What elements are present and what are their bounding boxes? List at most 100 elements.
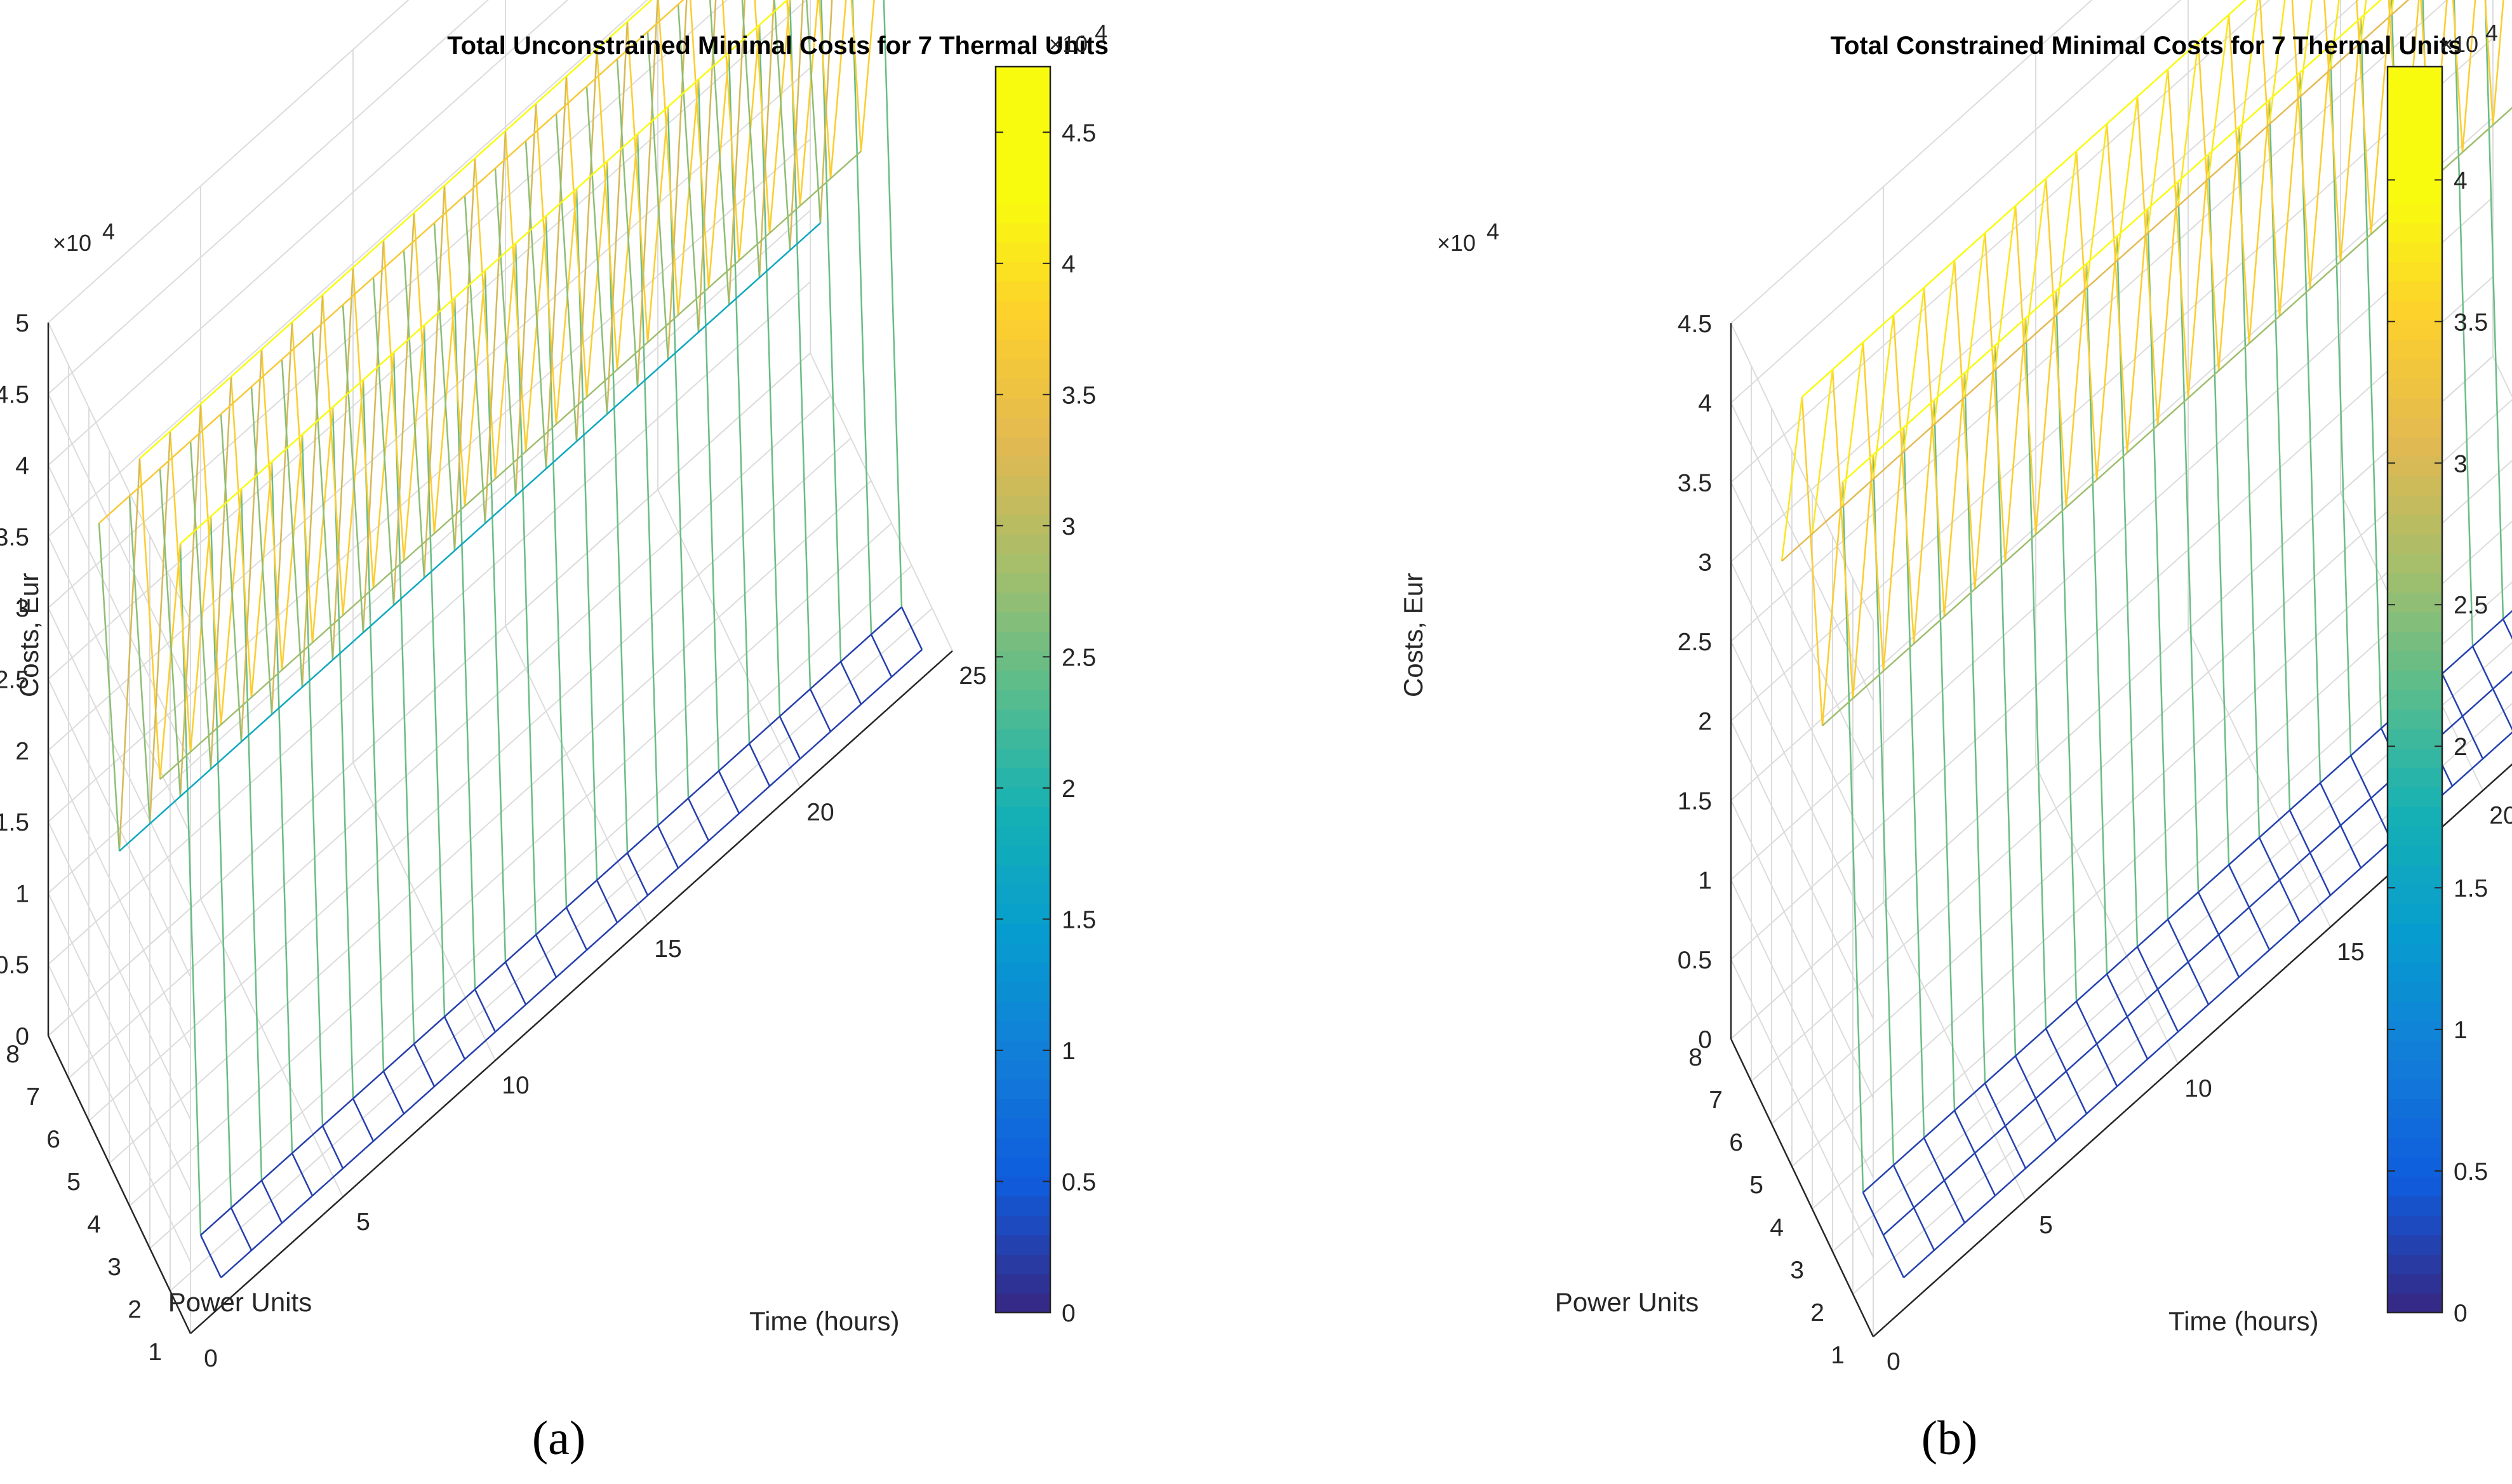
colorbar-segment	[2388, 1118, 2442, 1139]
colorbar-segment	[996, 728, 1050, 749]
surface-line	[687, 798, 710, 841]
colorbar-segment	[2388, 573, 2442, 593]
colorbar-segment	[996, 884, 1050, 905]
surface-line	[818, 0, 832, 179]
colorbar-segment	[2388, 864, 2442, 885]
colorbar-segment	[2388, 747, 2442, 768]
colorbar-segment	[2388, 728, 2442, 749]
colorbar-segment	[996, 533, 1050, 554]
colorbar-segment	[2388, 1254, 2442, 1274]
colorbar-segment	[996, 573, 1050, 593]
colorbar-segment	[2388, 826, 2442, 846]
surface-line	[240, 489, 263, 1181]
surface-line	[403, 250, 425, 578]
surface-line	[2492, 0, 2504, 125]
surface-line	[1892, 314, 1915, 644]
surface-line	[149, 431, 171, 824]
surface-line	[352, 267, 375, 589]
colorbar-tick-label: 3	[2454, 450, 2468, 478]
surface-line	[596, 879, 618, 923]
surface-line	[281, 434, 304, 671]
surface-line	[342, 304, 364, 633]
z-tick-label: 4.5	[1678, 311, 1712, 338]
surface-line	[382, 240, 405, 561]
colorbar-segment	[996, 319, 1050, 340]
z-tick-label: 0	[1698, 1026, 1712, 1053]
surface-line	[2268, 0, 2286, 124]
colorbar-segment	[2388, 592, 2442, 613]
surface-line	[1953, 1110, 1976, 1154]
colorbar-segment	[2388, 1137, 2442, 1158]
x-tick-label: 10	[502, 1072, 529, 1099]
y-tick-label: 4	[87, 1211, 101, 1238]
surface-line	[331, 267, 354, 660]
colorbar-segment	[2388, 105, 2442, 126]
surface-row-6	[1801, 0, 2247, 398]
y-tick-label: 2	[1810, 1299, 1824, 1327]
z-axis-exponent-power: 4	[1486, 218, 1499, 244]
surface-line	[179, 404, 202, 797]
colorbar-segment	[996, 456, 1050, 476]
surface-line	[2278, 72, 2301, 316]
surface-line	[2309, 852, 2332, 896]
y-tick-label: 4	[1770, 1214, 1784, 1241]
colorbar-segment	[996, 495, 1050, 516]
colorbar-segment	[2388, 124, 2442, 145]
surface-line	[2217, 934, 2240, 978]
z-tick-label: 2.5	[0, 667, 29, 694]
surface-line	[2014, 205, 2037, 535]
surface-line	[230, 1207, 253, 1251]
surface-line	[362, 240, 385, 633]
colorbar-segment	[2388, 845, 2442, 866]
surface-line	[773, 0, 791, 251]
surface-line	[1963, 232, 1986, 398]
surface-line	[311, 407, 334, 643]
surface-line	[1913, 1207, 1935, 1251]
colorbar-segment	[996, 300, 1050, 321]
surface-line	[2197, 41, 2220, 371]
colorbar-segment	[996, 358, 1050, 379]
surface-line	[1974, 345, 1996, 589]
z-tick-label: 2.5	[1678, 629, 1712, 656]
surface-line	[392, 352, 415, 1045]
surface-line	[240, 349, 263, 742]
surface-line	[118, 458, 141, 852]
surface-line	[2259, 0, 2281, 316]
colorbar-segment	[996, 1039, 1050, 1060]
surface-line	[606, 161, 629, 853]
colorbar-segment	[996, 806, 1050, 827]
colorbar-segment	[996, 105, 1050, 126]
colorbar-segment	[996, 1001, 1050, 1022]
colorbar-segment	[996, 222, 1050, 243]
surface-line	[342, 380, 364, 616]
x-tick-label: 15	[2337, 939, 2364, 966]
surface-line	[2075, 1001, 2098, 1045]
surface-line	[2461, 0, 2476, 152]
surface-line	[2452, 0, 2464, 152]
surface-line	[748, 743, 771, 787]
colorbar-segment	[996, 436, 1050, 457]
colorbar-segment	[996, 144, 1050, 165]
surface-line	[1933, 260, 1956, 425]
surface-line	[2503, 0, 2512, 98]
colorbar-segment	[996, 864, 1050, 885]
surface-line	[199, 1234, 222, 1278]
surface-line	[403, 325, 425, 561]
surface-line	[545, 216, 568, 908]
x-tick-label: 10	[2184, 1075, 2212, 1102]
colorbar-segment	[996, 942, 1050, 963]
surface-line	[210, 516, 232, 1208]
colorbar-tick-label: 1.5	[1062, 906, 1096, 933]
surface-line	[707, 52, 730, 288]
surface-line	[514, 243, 537, 935]
colorbar-segment	[2388, 670, 2442, 690]
y-tick-label: 5	[67, 1168, 81, 1196]
surface-line	[809, 688, 832, 732]
surface-line	[2339, 825, 2362, 869]
colorbar-segment	[2388, 319, 2442, 340]
axis-lines	[1730, 323, 2512, 1337]
surface-line	[677, 79, 700, 316]
colorbar-segment	[996, 981, 1050, 1002]
colorbar-segment	[996, 1293, 1050, 1313]
